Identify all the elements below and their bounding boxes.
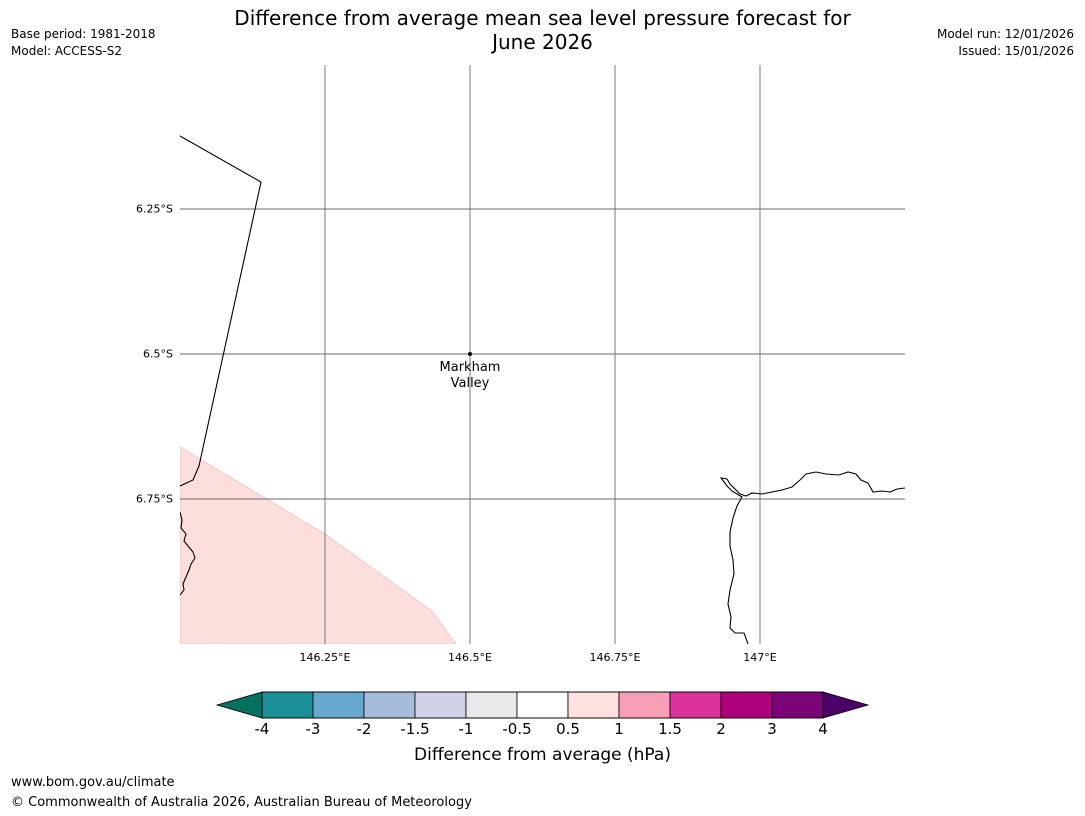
lon-label-147e: 147°E [743, 651, 777, 664]
colorbar-bin-2 [312, 691, 365, 719]
lon-label-146-75e: 146.75°E [589, 651, 641, 664]
colorbar-graphic [215, 691, 870, 719]
lon-label-146-25e: 146.25°E [299, 651, 351, 664]
lon-label-146-5e: 146.5°E [448, 651, 492, 664]
model-run: Model run: 12/01/2026 [936, 27, 1074, 41]
colorbar-bin-3 [363, 691, 416, 719]
colorbar-tick-label: 1 [614, 720, 624, 738]
colorbar-tick-label: -4 [254, 720, 270, 738]
colorbar-tick-label: -0.5 [502, 720, 532, 738]
title-line-1: Difference from average mean sea level p… [234, 6, 851, 30]
base-period: Base period: 1981-2018 [11, 27, 156, 41]
place-marker [468, 352, 472, 356]
colorbar-low-extension [215, 691, 263, 719]
colorbar-tick-label: -1 [458, 720, 474, 738]
colorbar-tick-label: 0.5 [556, 720, 580, 738]
colorbar-bin-9 [669, 691, 722, 719]
colorbar-bin-8 [618, 691, 671, 719]
colorbar-tick-label: 4 [818, 720, 828, 738]
meta-right: Model run: 12/01/2026 Issued: 15/01/2026 [937, 26, 1074, 60]
colorbar-tick-label: 1.5 [658, 720, 682, 738]
model-name: Model: ACCESS-S2 [11, 44, 123, 58]
graticule [180, 65, 905, 644]
lat-label-6-75s: 6.75°S [136, 492, 173, 506]
shaded-anomaly-area [180, 446, 457, 644]
colorbar-bin-10 [720, 691, 773, 719]
footer-copyright: © Commonwealth of Australia 2026, Austra… [11, 795, 472, 810]
colorbar-bin-11 [771, 691, 824, 719]
colorbar-frame [261, 691, 824, 719]
colorbar-bin-4 [414, 691, 467, 719]
title-line-2: June 2026 [492, 30, 593, 54]
province-boundary [180, 135, 262, 487]
colorbar-bin-6 [516, 691, 569, 719]
place-label-markham-valley: Markham Valley [439, 360, 501, 391]
colorbar-bin-7 [567, 691, 620, 719]
colorbar-bin-5 [465, 691, 518, 719]
colorbar-tick-label: -2 [356, 720, 372, 738]
lat-label-6-5s: 6.5°S [143, 347, 173, 361]
meta-left: Base period: 1981-2018 Model: ACCESS-S2 [11, 26, 156, 60]
coastline-east [719, 471, 905, 644]
colorbar-tick-label: -3 [305, 720, 321, 738]
issued-date: Issued: 15/01/2026 [958, 44, 1074, 58]
colorbar-tick-label: 2 [716, 720, 726, 738]
colorbar-high-extension [822, 691, 870, 719]
coastline-west [180, 511, 196, 596]
lat-label-6-25s: 6.25°S [136, 202, 173, 216]
chart-title: Difference from average mean sea level p… [0, 6, 1085, 54]
colorbar-label: Difference from average (hPa) [414, 745, 671, 765]
colorbar-tick-label: -1.5 [400, 720, 430, 738]
colorbar-tick-label: 3 [767, 720, 777, 738]
footer-website: www.bom.gov.au/climate [11, 775, 175, 790]
colorbar-bin-1 [261, 691, 314, 719]
